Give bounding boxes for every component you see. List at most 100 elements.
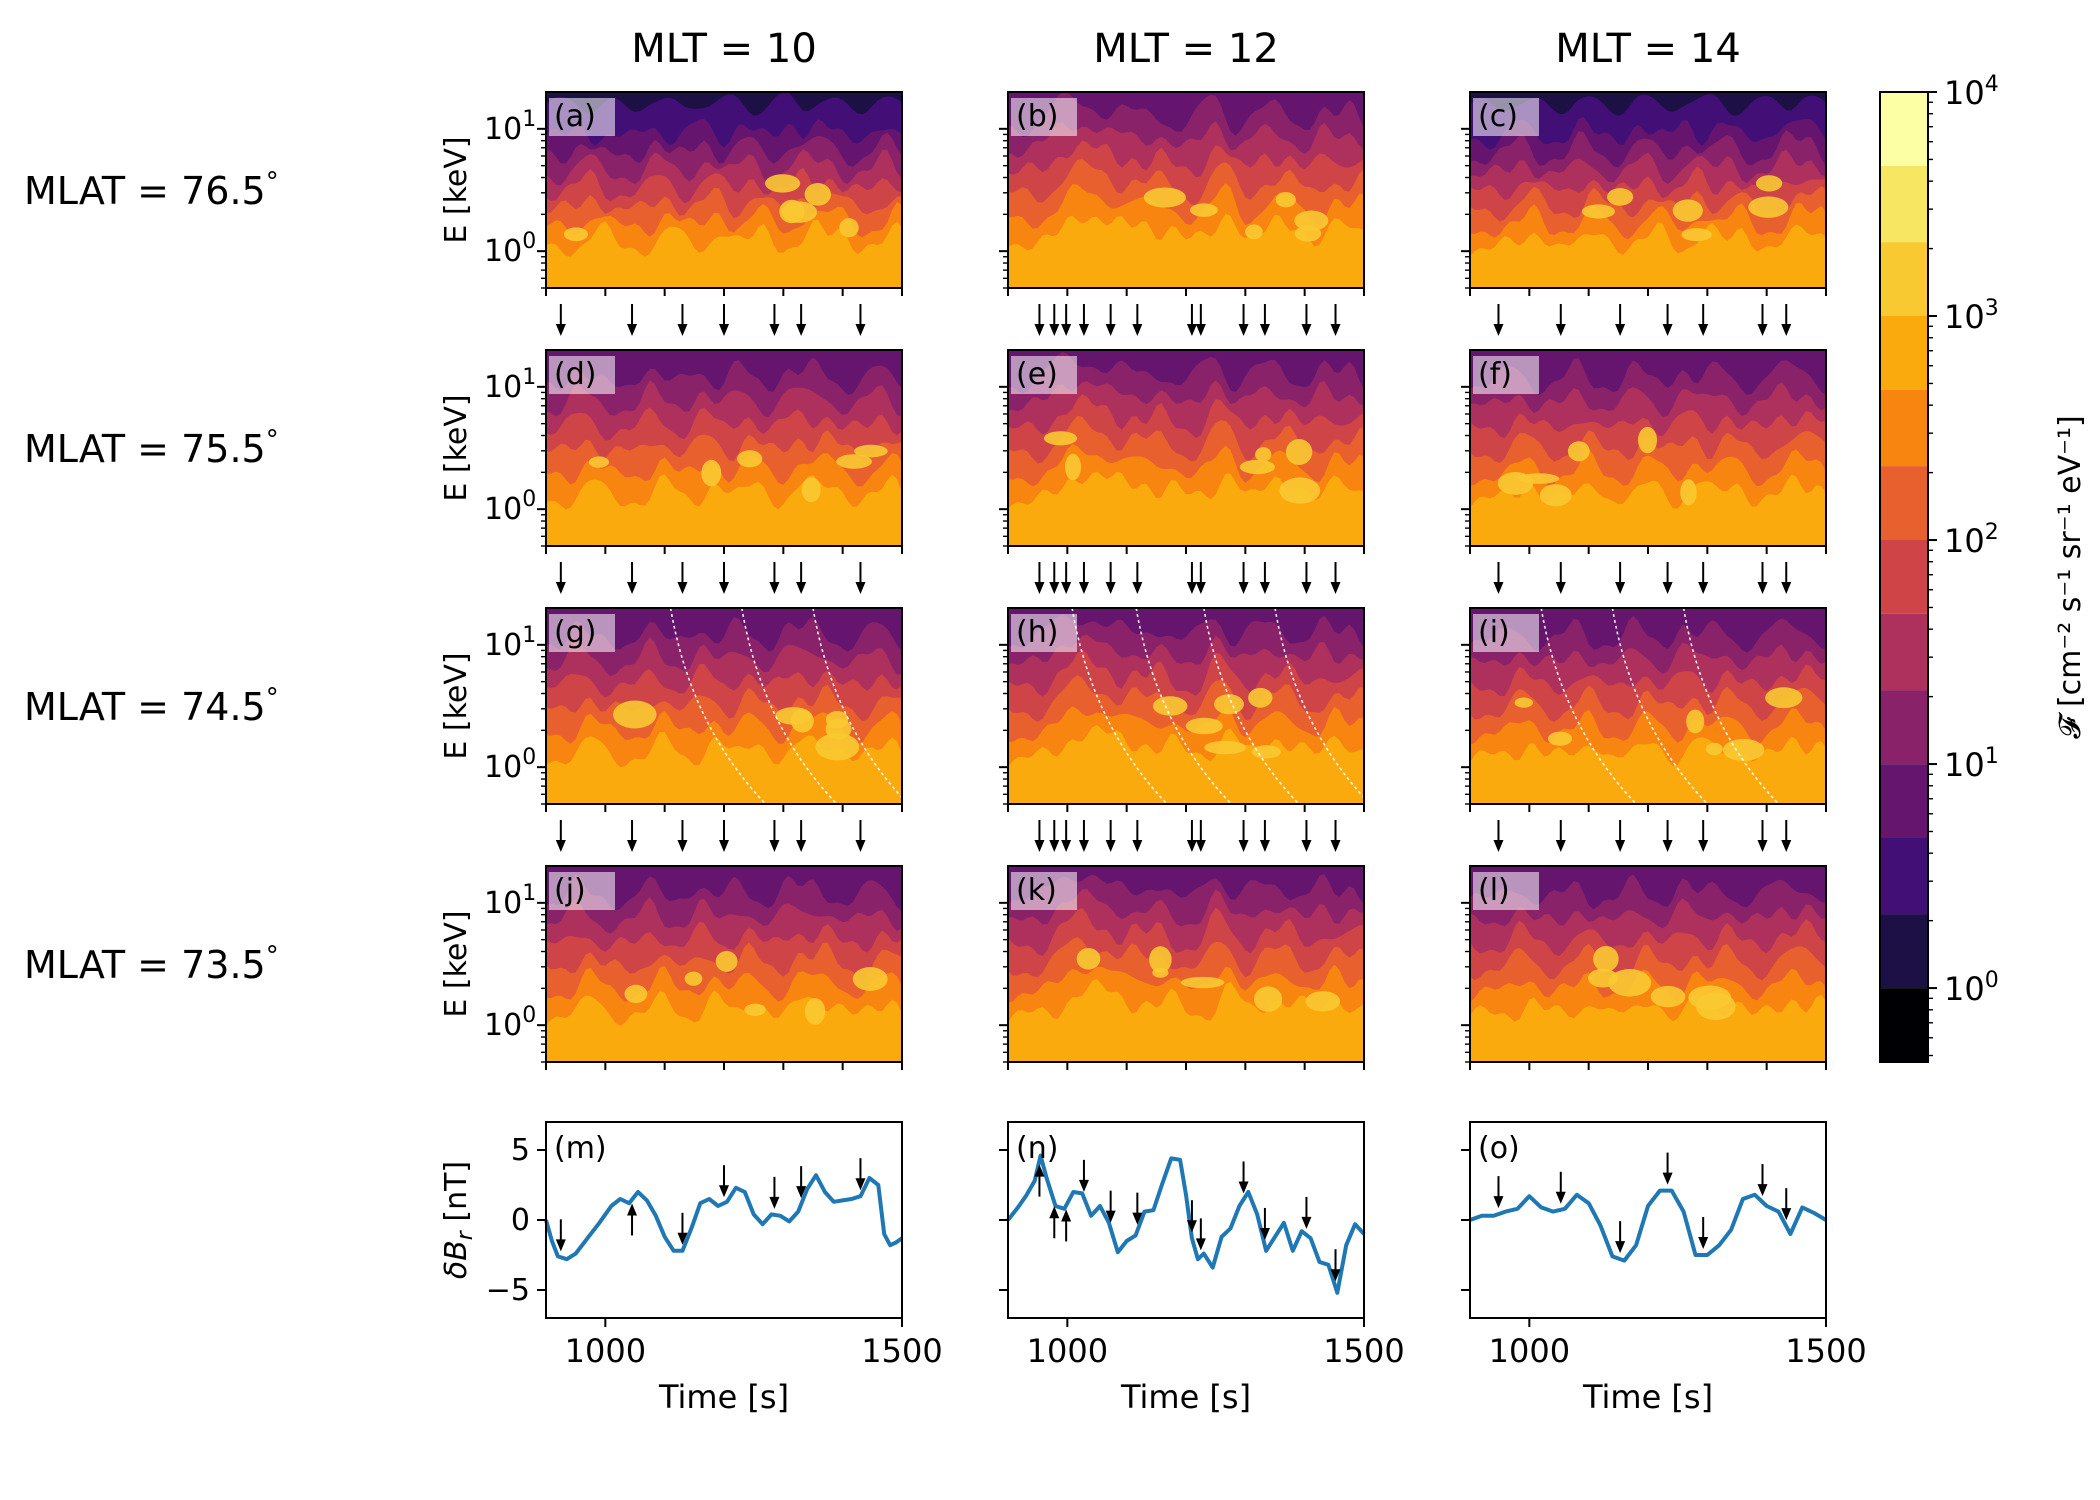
flux-blob — [1748, 196, 1789, 218]
panel-label: (e) — [1016, 357, 1058, 392]
spectrogram-image — [1008, 608, 1364, 804]
arrow-head — [1493, 324, 1504, 336]
arrow-head — [1259, 582, 1270, 594]
panel-label-box — [1473, 98, 1539, 136]
arrow-head — [1493, 840, 1504, 852]
arrow-head — [1781, 1208, 1792, 1221]
flux-blob — [1076, 947, 1101, 970]
row-labels: MLAT = 76.5° MLAT = 75.5° MLAT = 74.5° MLAT… — [24, 167, 279, 987]
y-tick-label: 100 — [484, 745, 536, 785]
arrow-head — [1186, 324, 1197, 336]
arrow-head — [1238, 582, 1249, 594]
arrow-head — [855, 582, 866, 594]
flux-blob — [1722, 738, 1765, 762]
panel-label-box — [1473, 614, 1539, 652]
arrow-head — [1195, 324, 1206, 336]
x-tick-label: 1000 — [565, 1332, 646, 1370]
flux-blob — [563, 227, 589, 242]
flux-blob — [701, 459, 722, 487]
panel-label-box — [1011, 872, 1077, 910]
arrow-head — [855, 840, 866, 852]
flux-blob — [1539, 484, 1572, 507]
arrow-head — [1034, 582, 1045, 594]
flux-band — [1008, 979, 1364, 1062]
flux-blob — [744, 1003, 766, 1017]
flux-blob — [1755, 175, 1783, 192]
flux-blob — [737, 450, 763, 468]
dispersion-line — [1540, 608, 1637, 804]
arrow-head — [1186, 1220, 1197, 1233]
arrow-head — [1061, 324, 1072, 336]
arrow-head — [1662, 324, 1673, 336]
panel-label: (a) — [554, 99, 596, 134]
spectrogram-image — [546, 608, 902, 804]
flux-blob — [1214, 694, 1244, 715]
db-panel: (m) 5 0 −5 1000 1500 Time [s] δBr [nT] — [439, 1121, 943, 1416]
flux-blob — [624, 984, 648, 1004]
arrow-head — [1757, 1184, 1768, 1197]
panel-label: (k) — [1016, 873, 1057, 908]
flux-blob — [1514, 697, 1533, 708]
arrow-head — [1105, 582, 1116, 594]
flux-blob — [854, 444, 888, 458]
arrow-head — [1259, 840, 1270, 852]
db-series-line — [544, 1173, 904, 1262]
arrow-head — [719, 324, 729, 336]
arrow-head — [1301, 840, 1312, 852]
arrow-head — [1195, 1238, 1206, 1251]
flux-blob — [1204, 740, 1247, 755]
flux-blob — [839, 218, 859, 238]
colorbar-segment — [1880, 92, 1928, 166]
flux-blob — [1305, 991, 1341, 1012]
panel-label-box — [1011, 614, 1077, 652]
arrow-head — [1698, 840, 1709, 852]
flux-blob — [1567, 441, 1590, 462]
spectrogram-panel: (i) — [1461, 607, 1827, 852]
arrow-head — [1186, 840, 1197, 852]
arrow-head — [1078, 324, 1089, 336]
panel-label: (b) — [1016, 99, 1058, 134]
arrow-head — [769, 324, 780, 336]
panel-label-box — [1011, 356, 1077, 394]
spectrogram-panel: (d) 100 101 E [keV] — [439, 349, 903, 594]
flux-blob — [1189, 203, 1218, 217]
spectrogram-image — [1470, 92, 1826, 288]
arrow-head — [1757, 840, 1768, 852]
dispersion-line — [1203, 608, 1300, 804]
flux-blob — [1608, 969, 1652, 997]
flux-blob — [1686, 709, 1705, 734]
arrow-head — [1132, 324, 1143, 336]
colorbar-frame — [1879, 91, 1929, 1063]
flux-blob — [1581, 204, 1615, 219]
arrow-head — [677, 840, 688, 852]
spectrogram-panel: (g) 100 101 E [keV] — [439, 607, 903, 852]
column-title: MLT = 10 — [631, 26, 817, 72]
flux-blob — [1650, 985, 1686, 1008]
colorbar-tick-label: 101 — [1944, 744, 1999, 784]
arrow-head — [1238, 1181, 1249, 1194]
dispersion-line — [741, 608, 838, 804]
y-tick-label: 100 — [484, 487, 536, 527]
flux-blob — [1279, 477, 1321, 504]
flux-blob — [1680, 479, 1697, 506]
arrow-head — [1034, 324, 1045, 336]
spectrogram-image — [546, 350, 902, 546]
flux-blob — [1248, 687, 1273, 708]
row-label: MLAT = 75.5° — [24, 425, 279, 471]
spectrogram-panel: (b) — [999, 91, 1365, 336]
panel-label: (g) — [554, 615, 596, 650]
flux-blob — [1294, 225, 1322, 242]
flux-blob — [1294, 210, 1329, 231]
spectrogram-panel: (k) — [999, 865, 1365, 1070]
arrow-head — [1105, 840, 1116, 852]
x-axis-label: Time [s] — [1582, 1378, 1713, 1416]
panel-label: (c) — [1478, 99, 1518, 134]
flux-blob — [1681, 228, 1712, 242]
arrow-head — [1301, 324, 1312, 336]
arrow-head — [1555, 324, 1566, 336]
dispersion-line — [1611, 608, 1708, 804]
colorbar-segment — [1880, 389, 1928, 467]
dispersion-line — [1135, 608, 1232, 804]
db-series-line — [1006, 1153, 1366, 1295]
